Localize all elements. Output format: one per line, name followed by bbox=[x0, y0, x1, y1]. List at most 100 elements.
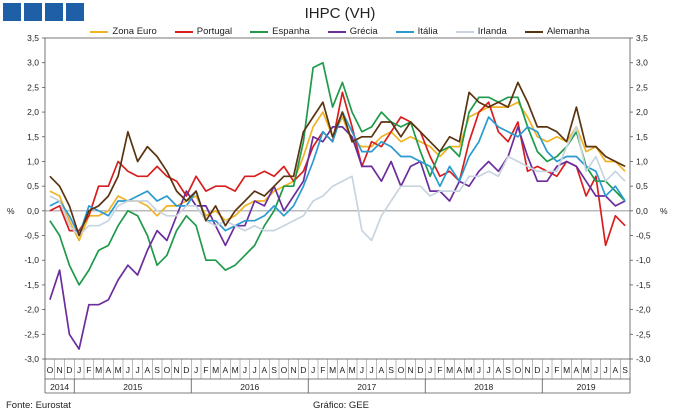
series-line-grécia bbox=[49, 126, 626, 350]
x-tick-label: A bbox=[106, 365, 112, 375]
logo-boxes bbox=[3, 3, 84, 21]
x-tick-label: N bbox=[408, 365, 414, 375]
year-label: 2019 bbox=[577, 382, 596, 392]
x-tick-label: J bbox=[126, 365, 130, 375]
x-tick-label: S bbox=[154, 365, 160, 375]
y-tick-label-right: 0,0 bbox=[636, 206, 648, 216]
y-tick-label-left: 2,0 bbox=[27, 107, 39, 117]
x-tick-label: M bbox=[583, 365, 590, 375]
y-tick-label-right: -1,5 bbox=[636, 280, 651, 290]
x-tick-label: M bbox=[212, 365, 219, 375]
x-tick-label: S bbox=[271, 365, 277, 375]
x-tick-label: S bbox=[505, 365, 511, 375]
x-tick-label: D bbox=[417, 365, 423, 375]
logo-box bbox=[45, 3, 63, 21]
x-tick-label: M bbox=[329, 365, 336, 375]
legend-swatch bbox=[250, 30, 269, 33]
y-tick-label-right: 3,0 bbox=[636, 58, 648, 68]
y-tick-label-left: 1,0 bbox=[27, 156, 39, 166]
legend-item: Alemanha bbox=[524, 26, 590, 37]
y-tick-label-left: -1,5 bbox=[24, 280, 39, 290]
x-tick-label: N bbox=[174, 365, 180, 375]
x-tick-label: M bbox=[115, 365, 122, 375]
x-tick-label: M bbox=[563, 365, 570, 375]
x-tick-label: M bbox=[446, 365, 453, 375]
legend-item: Irlanda bbox=[455, 26, 507, 37]
y-tick-label-right: 2,5 bbox=[636, 82, 648, 92]
year-label: 2018 bbox=[474, 382, 493, 392]
x-tick-label: O bbox=[281, 365, 288, 375]
x-tick-label: J bbox=[428, 365, 432, 375]
y-tick-label-left: -3,0 bbox=[24, 354, 39, 364]
year-label: 2014 bbox=[50, 382, 69, 392]
x-tick-label: M bbox=[466, 365, 473, 375]
legend-item: Portugal bbox=[174, 26, 233, 37]
x-tick-label: D bbox=[66, 365, 72, 375]
y-tick-label-left: 3,0 bbox=[27, 58, 39, 68]
y-tick-label-left: 0,0 bbox=[27, 206, 39, 216]
legend-label: Alemanha bbox=[546, 26, 590, 37]
logo-box bbox=[24, 3, 42, 21]
legend-swatch bbox=[327, 30, 346, 33]
x-tick-label: A bbox=[340, 365, 346, 375]
y-tick-label-left: -1,0 bbox=[24, 255, 39, 265]
y-tick-label-left: 3,5 bbox=[27, 33, 39, 43]
y-axis-label-left: % bbox=[7, 206, 15, 216]
x-tick-label: S bbox=[622, 365, 628, 375]
x-tick-label: N bbox=[291, 365, 297, 375]
y-tick-label-right: 3,5 bbox=[636, 33, 648, 43]
legend-item: Zona Euro bbox=[90, 26, 157, 37]
x-tick-label: O bbox=[515, 365, 522, 375]
x-tick-label: N bbox=[525, 365, 531, 375]
x-tick-label: S bbox=[388, 365, 394, 375]
x-tick-label: J bbox=[253, 365, 257, 375]
chart-legend: Zona Euro Portugal Espanha Grécia Itália Irla… bbox=[0, 26, 680, 37]
legend-swatch bbox=[455, 30, 474, 33]
legend-swatch bbox=[90, 30, 109, 33]
y-tick-label-right: 2,0 bbox=[636, 107, 648, 117]
x-tick-label: J bbox=[594, 365, 598, 375]
x-tick-label: F bbox=[320, 365, 325, 375]
year-label: 2016 bbox=[240, 382, 259, 392]
y-tick-label-right: 1,5 bbox=[636, 132, 648, 142]
x-tick-label: J bbox=[604, 365, 608, 375]
x-tick-label: A bbox=[574, 365, 580, 375]
y-tick-label-right: 1,0 bbox=[636, 156, 648, 166]
logo-box bbox=[3, 3, 21, 21]
x-tick-label: J bbox=[487, 365, 491, 375]
legend-swatch bbox=[395, 30, 414, 33]
y-tick-label-right: -1,0 bbox=[636, 255, 651, 265]
series-line-alemanha bbox=[49, 81, 626, 237]
x-tick-label: F bbox=[203, 365, 208, 375]
y-tick-label-right: -0,5 bbox=[636, 231, 651, 241]
y-tick-label-right: -2,0 bbox=[636, 305, 651, 315]
x-tick-label: J bbox=[136, 365, 140, 375]
x-tick-label: A bbox=[223, 365, 229, 375]
series-line-itália bbox=[49, 111, 626, 237]
legend-item: Grécia bbox=[327, 26, 378, 37]
x-tick-label: J bbox=[370, 365, 374, 375]
x-tick-label: F bbox=[554, 365, 559, 375]
y-axis-label-right: % bbox=[660, 206, 668, 216]
y-tick-label-left: 2,5 bbox=[27, 82, 39, 92]
legend-item: Itália bbox=[395, 26, 438, 37]
legend-swatch bbox=[524, 30, 543, 33]
x-tick-label: A bbox=[262, 365, 268, 375]
legend-label: Portugal bbox=[196, 26, 233, 37]
x-tick-label: J bbox=[360, 365, 364, 375]
x-tick-label: O bbox=[47, 365, 54, 375]
x-tick-label: A bbox=[613, 365, 619, 375]
y-tick-label-right: -3,0 bbox=[636, 354, 651, 364]
x-tick-label: D bbox=[300, 365, 306, 375]
x-tick-label: D bbox=[183, 365, 189, 375]
graphic-credit: Gráfico: GEE bbox=[313, 400, 369, 411]
year-label: 2017 bbox=[357, 382, 376, 392]
legend-swatch bbox=[174, 30, 193, 33]
series-line-irlanda bbox=[49, 126, 626, 242]
x-tick-label: J bbox=[545, 365, 549, 375]
legend-label: Itália bbox=[417, 26, 438, 37]
legend-label: Espanha bbox=[272, 26, 310, 37]
x-tick-label: A bbox=[145, 365, 151, 375]
y-tick-label-left: -2,0 bbox=[24, 305, 39, 315]
